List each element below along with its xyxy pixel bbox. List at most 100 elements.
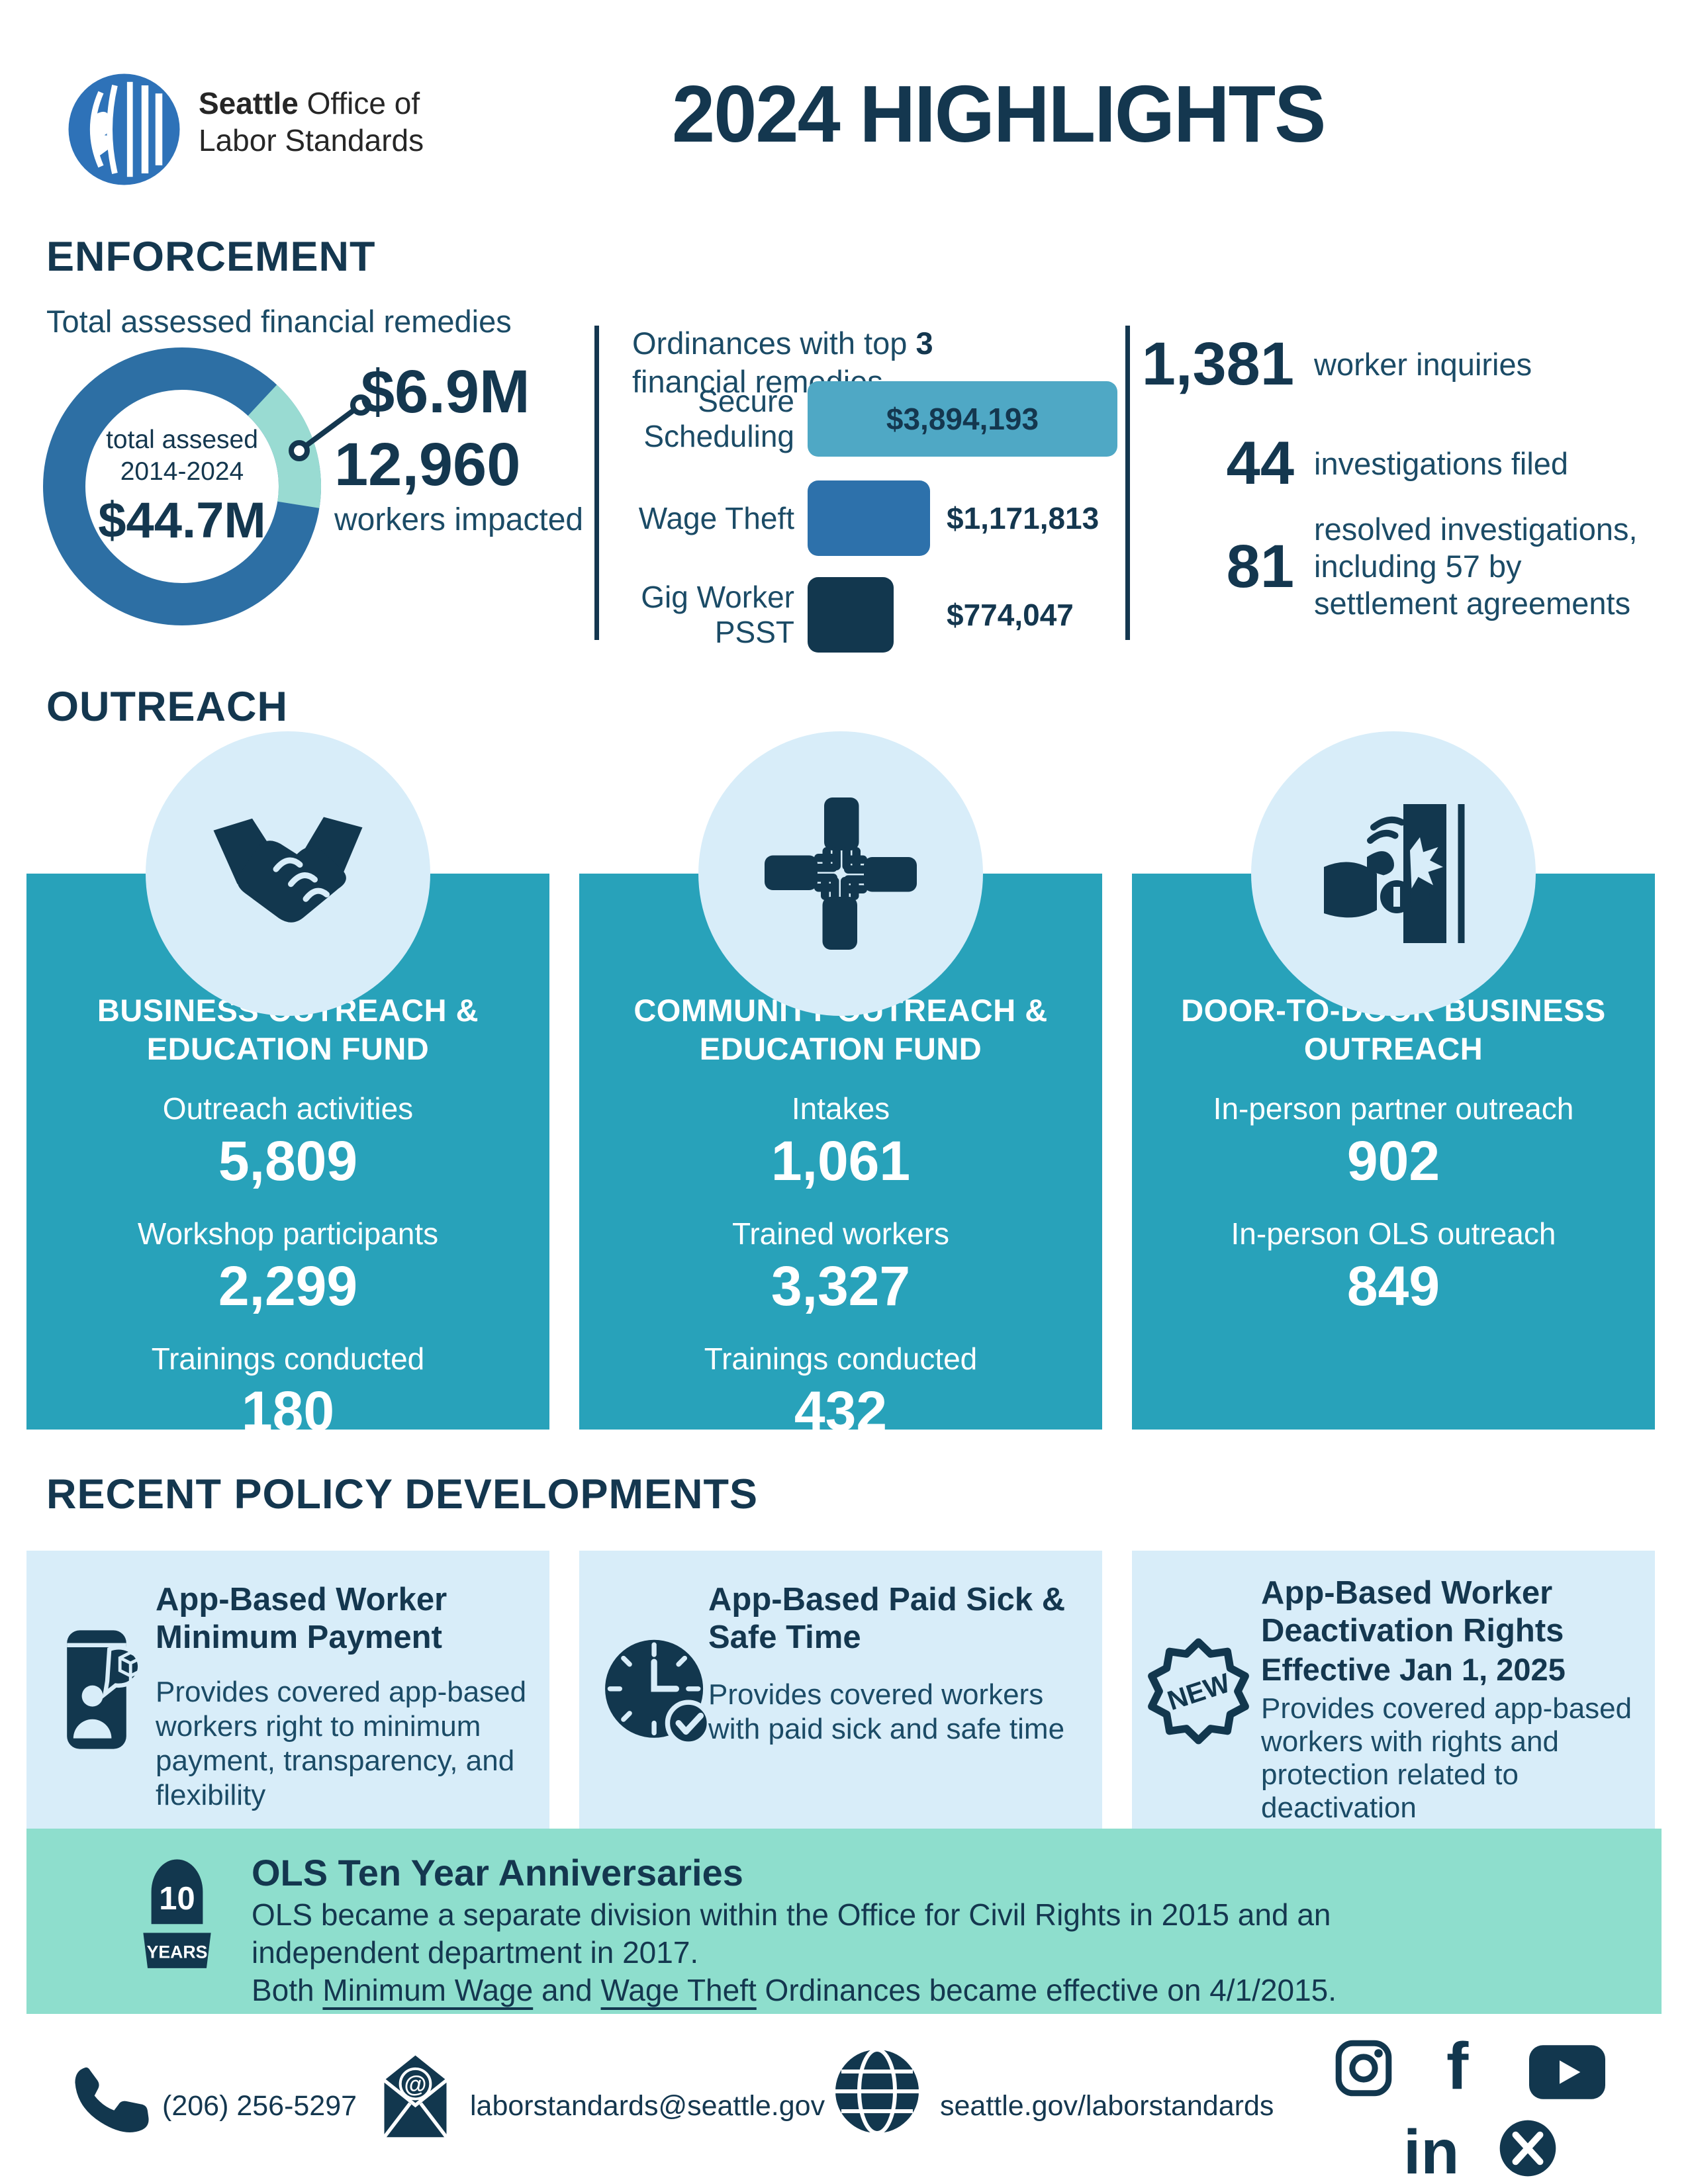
divider — [1125, 326, 1130, 640]
card-stat-value: 2,299 — [218, 1255, 358, 1317]
stat-label: worker inquiries — [1314, 346, 1532, 382]
bar-value: $774,047 — [947, 598, 1074, 632]
card-stat-label: Trainings conducted — [151, 1342, 425, 1376]
policy-heading: RECENT POLICY DEVELOPMENTS — [46, 1471, 758, 1518]
policy-body: Provides covered app-based workers with … — [1261, 1692, 1632, 1824]
seattle-logo — [68, 73, 180, 185]
enforcement-heading: ENFORCEMENT — [46, 234, 376, 280]
bar-row: Wage Theft $1,171,813 — [632, 480, 1122, 556]
callout-line — [289, 394, 371, 461]
card-stat-value: 180 — [241, 1380, 335, 1442]
badge-ten-label: 10 — [159, 1881, 195, 1917]
card-stat-value: 3,327 — [771, 1255, 911, 1317]
stat-label: resolved investigations, including 57 by… — [1314, 512, 1638, 621]
card-stat-label: In-person partner outreach — [1213, 1091, 1574, 1126]
donut-center-label: total assesed 2014-2024 $44.7M — [40, 344, 324, 629]
card-stat-label: Workshop participants — [137, 1216, 439, 1251]
card-stat-label: Trained workers — [731, 1216, 950, 1251]
bar-row: Gig Worker PSST $774,047 — [632, 577, 1122, 653]
donut-center-line2: 2014-2024 — [120, 457, 244, 486]
icon-circle — [698, 731, 983, 1016]
icon-circle — [1251, 731, 1536, 1016]
workers-impacted-label: workers impacted — [334, 502, 584, 537]
youtube-icon[interactable] — [1529, 2045, 1605, 2099]
instagram-icon[interactable] — [1334, 2038, 1393, 2098]
stat-value: 81 — [1226, 532, 1294, 600]
email-icon: @ — [383, 2055, 448, 2138]
icon-circle — [146, 731, 430, 1016]
donut-caption: Total assessed financial remedies — [46, 304, 512, 339]
bar-title-prefix: Ordinances with top — [632, 326, 916, 361]
card-stat-value: 432 — [794, 1380, 888, 1442]
new-badge-icon: NEW — [1148, 1638, 1249, 1745]
card-stat-label: In-person OLS outreach — [1231, 1216, 1556, 1251]
outreach-heading: OUTREACH — [46, 684, 288, 730]
logo-text: Seattle Office of Labor Standards — [199, 85, 424, 159]
logo-line2: Labor Standards — [199, 123, 424, 158]
policy-card-deactivation-rights: NEW App-Based Worker Deactivation Rights… — [1132, 1551, 1655, 1830]
bar-gig-worker-psst — [808, 577, 894, 653]
bar-title-bold: 3 — [915, 326, 933, 361]
donut-center-value: $44.7M — [98, 492, 266, 549]
banner-line2: independent department in 2017. — [252, 1935, 699, 1970]
bar-label: Secure Scheduling — [643, 384, 794, 453]
phone-app-icon — [67, 1630, 143, 1749]
phone-icon — [75, 2067, 149, 2132]
outreach-card-business: BUSINESS OUTREACH & EDUCATION FUND Outre… — [26, 731, 549, 1442]
bar-value: $3,894,193 — [886, 402, 1039, 436]
bar-row: Secure Scheduling $3,894,193 — [632, 381, 1122, 457]
card-stat-label: Trainings conducted — [704, 1342, 978, 1376]
badge-years-label: YEARS — [147, 1942, 208, 1962]
door-knock-icon — [1324, 804, 1465, 943]
policy-card-paid-sick-safe-time: App-Based Paid Sick & Safe Time Provides… — [579, 1551, 1102, 1830]
card-stat-value: 1,061 — [771, 1130, 911, 1192]
card-stat-value: 849 — [1346, 1255, 1440, 1317]
assessed-2024-value: $6.9M — [361, 358, 530, 426]
bar-label: Gig Worker PSST — [641, 580, 794, 649]
outreach-card-door-to-door: DOOR-TO-DOOR BUSINESS OUTREACH In-person… — [1132, 731, 1655, 1430]
policy-title: App-Based Worker Deactivation Rights — [1261, 1575, 1564, 1649]
banner-line3: Both Minimum Wage and Wage Theft Ordinan… — [252, 1972, 1336, 2009]
policy-title: App-Based Worker Minimum Payment — [156, 1582, 447, 1655]
card-stat-label: Intakes — [791, 1091, 890, 1126]
policy-body: Provides covered app-based workers right… — [156, 1676, 527, 1811]
policy-card-minimum-payment: App-Based Worker Minimum Payment Provide… — [26, 1551, 549, 1830]
policy-subtitle: Effective Jan 1, 2025 — [1261, 1652, 1566, 1687]
outreach-card-community: COMMUNITY OUTREACH & EDUCATION FUND Inta… — [579, 731, 1102, 1442]
banner-line3-mid: and — [533, 1973, 601, 2007]
logo-brand: Seattle — [199, 86, 299, 120]
card-stat-label: Outreach activities — [162, 1091, 414, 1126]
stat-label: investigations filed — [1314, 445, 1569, 481]
globe-icon — [835, 2048, 919, 2135]
page-title: 2024 HIGHLIGHTS — [672, 69, 1326, 159]
policy-body: Provides covered workers with paid sick … — [708, 1678, 1065, 1745]
facebook-icon[interactable]: f — [1446, 2029, 1469, 2103]
bar-secure-scheduling: $3,894,193 — [808, 381, 1117, 457]
logo-brand-rest: Office of — [306, 86, 420, 120]
ten-years-badge-icon: 10 YEARS — [143, 1859, 211, 1968]
wage-theft-link[interactable]: Wage Theft — [600, 1973, 757, 2007]
clock-check-icon — [605, 1639, 712, 1747]
teamwork-hands-icon — [765, 797, 917, 950]
linkedin-icon[interactable]: in — [1403, 2117, 1460, 2184]
stat-row: 44 investigations filed — [1132, 429, 1658, 498]
x-icon[interactable] — [1497, 2118, 1558, 2179]
stat-value: 1,381 — [1141, 330, 1294, 398]
banner-line3-suffix: Ordinances became effective on 4/1/2015. — [756, 1973, 1337, 2007]
banner-title: OLS Ten Year Anniversaries — [252, 1852, 743, 1893]
stat-value: 44 — [1226, 430, 1294, 497]
minimum-wage-link[interactable]: Minimum Wage — [322, 1973, 534, 2007]
policy-title: App-Based Paid Sick & Safe Time — [708, 1582, 1066, 1655]
donut-center-line1: total assesed — [106, 425, 258, 454]
card-stat-value: 902 — [1346, 1130, 1440, 1192]
banner-line3-prefix: Both — [252, 1973, 323, 2007]
footer-website[interactable]: seattle.gov/laborstandards — [940, 2090, 1274, 2122]
workers-impacted-value: 12,960 — [334, 431, 521, 498]
footer-phone[interactable]: (206) 256-5297 — [162, 2090, 357, 2122]
new-badge-label: NEW — [1164, 1668, 1234, 1717]
stat-row: 81 resolved investigations, including 57… — [1132, 511, 1658, 622]
footer-email[interactable]: laborstandards@seattle.gov — [470, 2090, 825, 2122]
anniversary-banner: 10 YEARS OLS Ten Year Anniversaries OLS … — [26, 1829, 1662, 2014]
banner-body: OLS became a separate division within th… — [252, 1896, 1336, 2009]
